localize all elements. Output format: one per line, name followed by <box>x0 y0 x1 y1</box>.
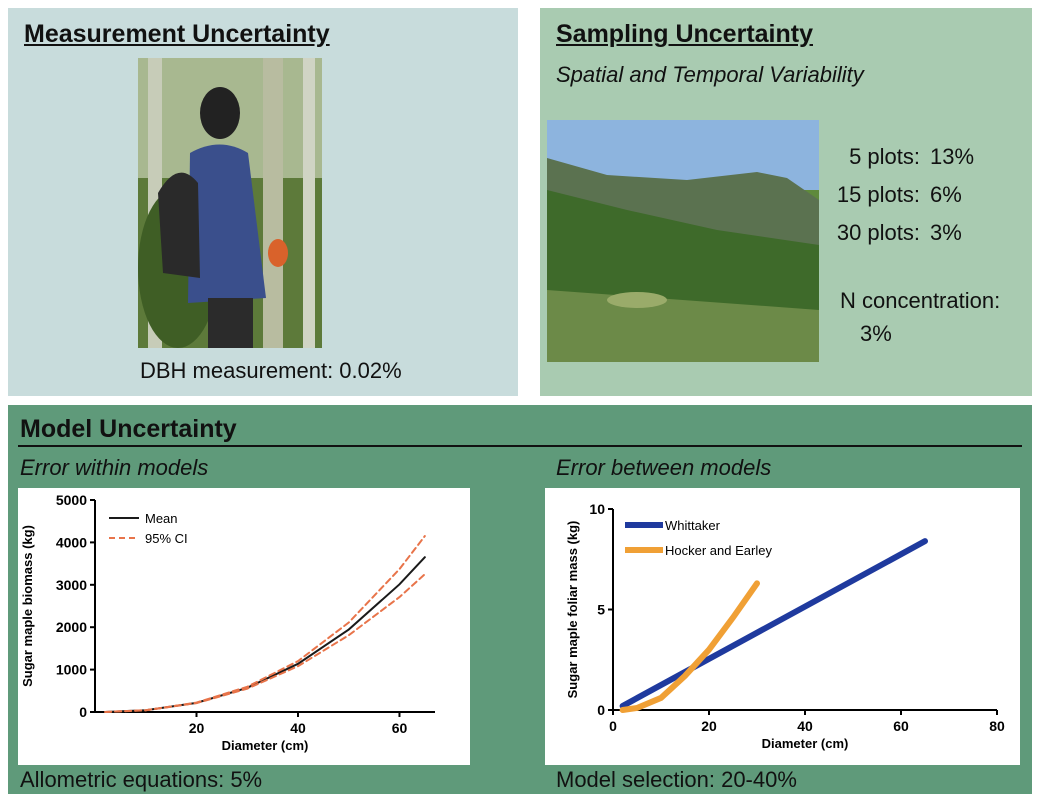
plot-uncertainty: 13% <box>930 144 975 169</box>
line <box>104 556 426 713</box>
photo <box>138 58 322 348</box>
caption: Allometric equations: 5% <box>20 767 263 792</box>
x-tick-label: 80 <box>989 718 1005 734</box>
subheading: Error within models <box>20 455 209 480</box>
x-tick-label: 60 <box>392 720 408 736</box>
y-tick-label: 5 <box>597 602 605 618</box>
concentration-value: 3% <box>860 321 892 346</box>
y-tick-label: 10 <box>589 501 605 517</box>
ci-upper <box>104 535 426 713</box>
x-tick-label: 20 <box>189 720 205 736</box>
x-tick-label: 0 <box>609 718 617 734</box>
concentration-label: N concentration: <box>840 288 1001 313</box>
line <box>619 538 928 709</box>
x-tick-label: 60 <box>893 718 909 734</box>
legend-label: Whittaker <box>665 518 721 533</box>
ci-lower <box>104 573 426 713</box>
chart: 0 1000 2000 3000 4000 5000 20 40 60 Diameter (cm)… <box>18 488 470 765</box>
panel-title: Model Uncertainty <box>20 415 237 443</box>
y-tick-label: 1000 <box>56 662 87 678</box>
caption: Model selection: 20-40% <box>556 767 797 792</box>
y-axis-label: Sugar maple biomass (kg) <box>20 525 35 687</box>
rule <box>18 445 1022 447</box>
panel-title: Sampling Uncertainty <box>556 20 813 48</box>
x-axis-label: Diameter (cm) <box>762 736 849 751</box>
y-tick-label: 5000 <box>56 492 87 508</box>
legend-label: Mean <box>145 511 178 526</box>
panel-title: Measurement Uncertainty <box>24 20 330 48</box>
plot-count: 30 plots: <box>836 220 920 245</box>
chart: 0 5 10 0 20 40 60 80 Diameter (cm) Sugar maple fo… <box>545 488 1020 765</box>
line <box>619 580 760 713</box>
x-tick-label: 40 <box>797 718 813 734</box>
y-axis-label: Sugar maple foliar mass (kg) <box>565 521 580 699</box>
x-tick-label: 40 <box>290 720 306 736</box>
plot-uncertainty: 6% <box>930 182 962 207</box>
y-tick-label: 4000 <box>56 534 87 550</box>
legend-label: Hocker and Earley <box>665 543 772 558</box>
subheading: Error between models <box>556 455 772 480</box>
plot-count: 15 plots: <box>836 182 920 207</box>
photo <box>547 120 819 362</box>
measurement-panel: Measurement Uncertainty DBH measurement:… <box>8 8 518 396</box>
y-tick-label: 2000 <box>56 619 87 635</box>
x-axis-label: Diameter (cm) <box>222 738 309 753</box>
sampling-panel: Sampling Uncertainty Spatial and Tempora… <box>540 8 1032 396</box>
plot-uncertainty: 3% <box>930 220 962 245</box>
legend-label: 95% CI <box>145 531 188 546</box>
subtitle: Spatial and Temporal Variability <box>556 62 864 87</box>
y-tick-label: 0 <box>79 704 87 720</box>
x-tick-label: 20 <box>701 718 717 734</box>
caption: DBH measurement: 0.02% <box>140 358 402 383</box>
plot-count: 5 plots: <box>849 144 920 169</box>
y-tick-label: 0 <box>597 702 605 718</box>
y-tick-label: 3000 <box>56 577 87 593</box>
